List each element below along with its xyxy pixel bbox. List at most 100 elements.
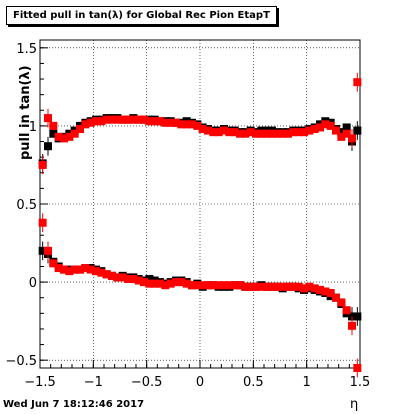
data-point <box>278 129 287 138</box>
data-point <box>97 268 106 277</box>
data-point <box>124 274 132 283</box>
data-point <box>321 120 330 129</box>
data-point <box>337 132 346 141</box>
data-point <box>289 128 298 137</box>
data-point <box>166 118 175 127</box>
data-point <box>332 293 340 302</box>
data-point <box>209 128 218 137</box>
data-point <box>310 284 319 293</box>
data-point <box>54 264 63 273</box>
data-point <box>188 120 196 129</box>
data-point <box>262 129 271 138</box>
timestamp: Wed Jun 7 18:12:46 2017 <box>3 399 145 410</box>
data-point <box>134 115 143 124</box>
data-point <box>118 273 127 282</box>
data-point <box>81 264 90 273</box>
data-point <box>140 115 148 124</box>
data-point <box>204 126 212 135</box>
data-point <box>172 278 180 287</box>
y-tick-label: −0.5 <box>5 354 37 369</box>
data-point <box>97 117 106 126</box>
data-point <box>182 120 191 129</box>
data-point <box>177 120 186 129</box>
data-point <box>92 117 100 126</box>
data-point <box>316 123 324 132</box>
data-point <box>342 123 351 132</box>
data-point <box>348 134 356 143</box>
data-point <box>284 129 292 138</box>
data-point <box>113 115 122 124</box>
data-point <box>102 270 111 279</box>
data-point <box>225 281 234 290</box>
data-point <box>38 218 47 227</box>
data-point <box>273 282 282 291</box>
data-point <box>49 129 58 138</box>
data-point <box>118 115 127 124</box>
x-tick-label: −1.5 <box>24 375 56 390</box>
data-point <box>348 321 356 330</box>
data-point <box>305 126 314 135</box>
data-point <box>225 128 234 137</box>
data-point <box>268 129 276 138</box>
data-point <box>262 282 271 291</box>
x-tick-label: −1 <box>84 375 103 390</box>
data-point <box>140 278 148 287</box>
data-point <box>60 265 68 274</box>
data-point <box>44 142 52 151</box>
data-point <box>65 132 74 141</box>
data-point <box>236 129 244 138</box>
data-point <box>193 121 202 130</box>
data-point <box>220 281 228 290</box>
data-point <box>60 134 68 143</box>
x-tick-label: 0 <box>196 375 204 390</box>
x-tick-label: 1.5 <box>350 375 371 390</box>
data-point <box>246 128 255 137</box>
data-point <box>92 267 100 276</box>
data-point <box>294 282 303 291</box>
data-point <box>353 312 362 321</box>
data-point <box>321 287 330 296</box>
data-point <box>198 281 207 290</box>
data-point <box>161 281 170 290</box>
y-tick-label: 0.5 <box>16 198 37 213</box>
x-tick-label: 0.5 <box>243 375 264 390</box>
data-point <box>49 259 58 268</box>
data-point <box>353 126 362 135</box>
data-point <box>316 285 324 294</box>
data-point <box>182 279 191 288</box>
data-point <box>252 129 260 138</box>
data-point <box>150 117 159 126</box>
y-tick-label: 1 <box>29 120 37 135</box>
data-point <box>332 126 340 135</box>
data-point <box>241 129 250 138</box>
y-axis-label: pull in tan(λ) <box>18 65 33 160</box>
data-point <box>38 246 47 255</box>
data-point <box>214 128 223 137</box>
data-point <box>129 115 138 124</box>
series-1 <box>38 72 362 175</box>
data-point <box>220 126 228 135</box>
data-point <box>289 282 298 291</box>
data-point <box>236 281 244 290</box>
data-point <box>300 128 308 137</box>
x-tick-label: −0.5 <box>131 375 163 390</box>
data-point <box>230 128 239 137</box>
data-point <box>193 281 202 290</box>
data-point <box>172 118 180 127</box>
x-axis-label: η <box>350 397 359 412</box>
data-point <box>310 125 319 134</box>
data-point <box>134 276 143 285</box>
data-point <box>86 118 95 127</box>
data-point <box>326 289 335 298</box>
data-point <box>150 279 159 288</box>
data-point <box>284 282 292 291</box>
data-point <box>257 282 266 291</box>
data-point <box>145 279 154 288</box>
data-point <box>342 306 351 315</box>
data-point <box>166 279 175 288</box>
data-point <box>300 284 308 293</box>
data-point <box>81 120 90 129</box>
data-point <box>246 282 255 291</box>
data-markers <box>38 72 362 378</box>
